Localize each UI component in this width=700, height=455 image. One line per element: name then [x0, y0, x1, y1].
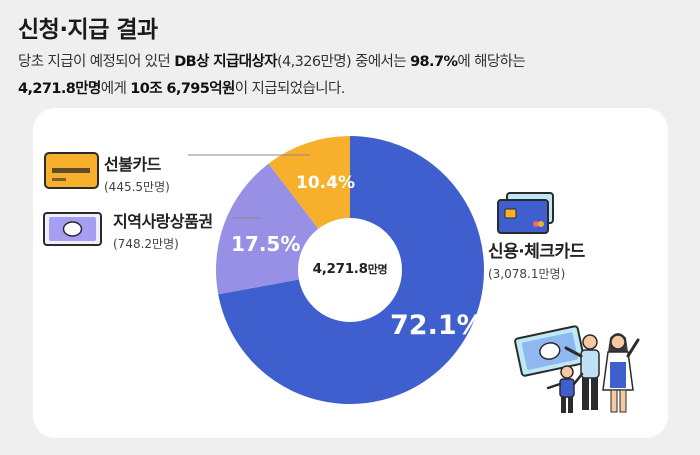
- legend-local-amount: (748.2만명): [113, 237, 179, 251]
- slice-label-prepaid: 10.4%: [296, 173, 355, 193]
- gift-voucher-icon: [43, 212, 102, 246]
- description-line-1: 당초 지급이 예정되어 있던 DB상 지급대상자(4,326만명) 중에서는 9…: [18, 54, 526, 70]
- slice-label-credit: 72.1%: [390, 310, 484, 341]
- legend-prepaid-name: 선불카드: [104, 155, 161, 174]
- legend-credit: 신용·체크카드 (3,078.1만명): [488, 237, 585, 282]
- page-title: 신청·지급 결과: [18, 17, 158, 43]
- family-illustration: [514, 325, 640, 413]
- prepaid-card-icon: [44, 152, 99, 189]
- legend-credit-amount: (3,078.1만명): [488, 267, 566, 281]
- donut-hole: [298, 218, 402, 322]
- legend-credit-name: 신용·체크카드: [488, 242, 585, 262]
- slice-label-local: 17.5%: [231, 232, 301, 256]
- description-line-2: 4,271.8만명에게 10조 6,795억원이 지급되었습니다.: [18, 81, 345, 97]
- legend-local-name: 지역사랑상품권: [113, 212, 213, 231]
- donut-center-label: 4,271.8만명: [312, 261, 388, 277]
- legend-prepaid-amount: (445.5만명): [104, 180, 170, 194]
- legend-prepaid: 선불카드 (445.5만명): [104, 151, 170, 195]
- credit-card-icon: [497, 192, 554, 234]
- legend-local: 지역사랑상품권 (748.2만명): [113, 208, 213, 252]
